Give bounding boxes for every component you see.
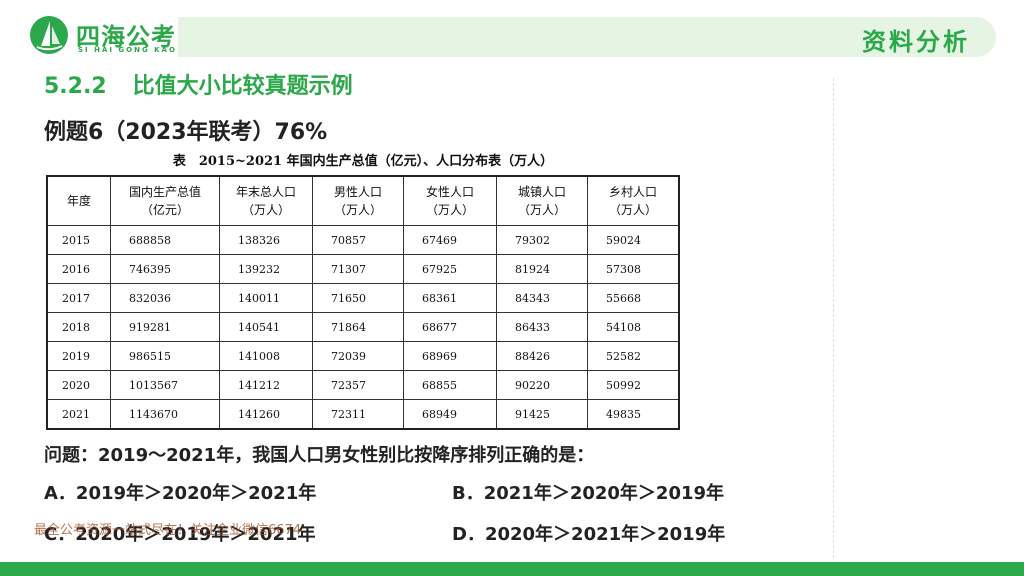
table-row: 2021 1143670 141260 72311 68949 91425 49835 (46, 399, 680, 430)
table-cell: 70857 (312, 225, 404, 255)
table-cell: 141212 (219, 370, 313, 400)
table-cell-year: 2016 (46, 254, 111, 284)
watermark-text: 最全公考资源一站式尽在！关注企业微信6674 (34, 523, 302, 538)
table-cell: 919281 (110, 312, 220, 342)
bottom-bar (0, 562, 1024, 576)
table-cell: 50992 (587, 370, 680, 400)
table-cell: 688858 (110, 225, 220, 255)
table-cell: 54108 (587, 312, 680, 342)
table-row: 2018 919281 140541 71864 68677 86433 54108 (46, 312, 680, 342)
table-cell: 140541 (219, 312, 313, 342)
section-heading: 5.2.2 比值大小比较真题示例 (44, 68, 353, 100)
table-row: 2015 688858 138326 70857 67469 79302 59024 (46, 225, 680, 255)
table-cell: 81924 (496, 254, 588, 284)
example-title: 例题6（2023年联考）76% (44, 120, 328, 145)
table-cell: 72311 (312, 399, 404, 430)
table-cell: 84343 (496, 283, 588, 313)
table-cell: 1013567 (110, 370, 220, 400)
table-cell: 59024 (587, 225, 680, 255)
table-cell: 141260 (219, 399, 313, 430)
table-cell: 90220 (496, 370, 588, 400)
header-rural-pop: 乡村人口 （万人） (587, 175, 680, 226)
data-table: 年度 国内生产总值 （亿元） 年末总人口 （万人） 男性人口 （万人） 女性人口 （万人… (46, 175, 680, 430)
table-cell: 68855 (403, 370, 497, 400)
table-cell: 141008 (219, 341, 313, 371)
table-cell: 71864 (312, 312, 404, 342)
table-cell: 79302 (496, 225, 588, 255)
table-header-row: 年度 国内生产总值 （亿元） 年末总人口 （万人） 男性人口 （万人） 女性人口 （万人… (46, 175, 680, 226)
divider-line (833, 78, 834, 558)
sail-logo-icon (30, 16, 68, 54)
section-title: 比值大小比较真题示例 (132, 74, 353, 99)
table-cell-year: 2019 (46, 341, 111, 371)
table-cell: 832036 (110, 283, 220, 313)
header-female-pop: 女性人口 （万人） (403, 175, 497, 226)
table-cell: 52582 (587, 341, 680, 371)
table-cell: 49835 (587, 399, 680, 430)
table-cell-year: 2018 (46, 312, 111, 342)
table-cell: 91425 (496, 399, 588, 430)
header-male-pop: 男性人口 （万人） (312, 175, 404, 226)
table-cell: 72039 (312, 341, 404, 371)
table-row: 2016 746395 139232 71307 67925 81924 57308 (46, 254, 680, 284)
table-row: 2019 986515 141008 72039 68969 88426 52582 (46, 341, 680, 371)
table-cell: 140011 (219, 283, 313, 313)
header-bar: 资料分析 (178, 17, 996, 57)
table-cell: 139232 (219, 254, 313, 284)
table-cell: 72357 (312, 370, 404, 400)
table-cell-year: 2015 (46, 225, 111, 255)
table-cell: 67925 (403, 254, 497, 284)
header-gdp: 国内生产总值 （亿元） (110, 175, 220, 226)
brand-name: 四海公考 (76, 23, 176, 51)
header-total-pop: 年末总人口 （万人） (219, 175, 313, 226)
table-cell: 57308 (587, 254, 680, 284)
brand-logo: 四海公考 SI HAI GONG KAO (28, 14, 178, 60)
option-c[interactable]: C．2020年＞2019年＞2021年 (44, 524, 316, 545)
table-cell: 88426 (496, 341, 588, 371)
table-cell: 71650 (312, 283, 404, 313)
table-cell: 68361 (403, 283, 497, 313)
table-title: 表 2015~2021 年国内生产总值（亿元）、人口分布表（万人） (172, 154, 554, 169)
table-cell-year: 2020 (46, 370, 111, 400)
header-title: 资料分析 (862, 28, 970, 56)
table-cell-year: 2017 (46, 283, 111, 313)
table-cell: 86433 (496, 312, 588, 342)
question-text: 问题：2019～2021年，我国人口男女性别比按降序排列正确的是： (44, 445, 595, 466)
option-a[interactable]: A．2019年＞2020年＞2021年 (44, 483, 317, 504)
header-year: 年度 (46, 175, 111, 226)
table-cell: 1143670 (110, 399, 220, 430)
header-urban-pop: 城镇人口 （万人） (496, 175, 588, 226)
table-row: 2020 1013567 141212 72357 68855 90220 50992 (46, 370, 680, 400)
table-cell: 986515 (110, 341, 220, 371)
table-cell: 67469 (403, 225, 497, 255)
table-cell: 68677 (403, 312, 497, 342)
table-cell-year: 2021 (46, 399, 111, 430)
table-cell: 55668 (587, 283, 680, 313)
data-table-figure: 表 2015~2021 年国内生产总值（亿元）、人口分布表（万人） 年度 国内生… (40, 148, 686, 431)
table-cell: 68949 (403, 399, 497, 430)
table-row: 2017 832036 140011 71650 68361 84343 55668 (46, 283, 680, 313)
brand-name-en: SI HAI GONG KAO (78, 46, 177, 54)
section-number: 5.2.2 (44, 74, 107, 99)
option-d[interactable]: D．2020年＞2021年＞2019年 (452, 524, 726, 545)
option-b[interactable]: B．2021年＞2020年＞2019年 (452, 483, 725, 504)
table-cell: 71307 (312, 254, 404, 284)
table-cell: 746395 (110, 254, 220, 284)
table-cell: 138326 (219, 225, 313, 255)
table-cell: 68969 (403, 341, 497, 371)
